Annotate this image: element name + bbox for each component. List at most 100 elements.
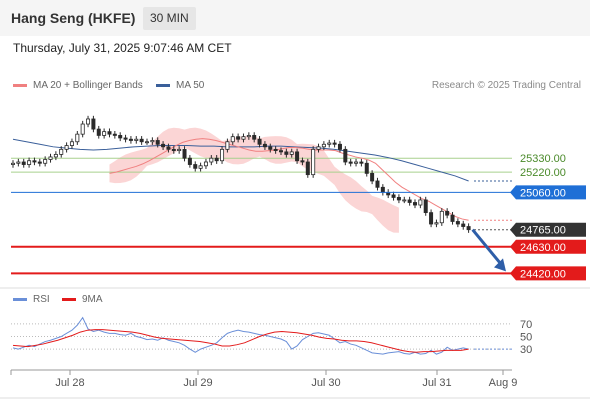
- candle-up: [209, 157, 214, 163]
- support-price-label: 24630.00: [520, 242, 566, 254]
- candle-down: [262, 143, 267, 148]
- ma50-legend-label: MA 50: [176, 80, 205, 91]
- candle-down: [193, 164, 198, 169]
- candle-up: [177, 148, 182, 152]
- candle-down: [380, 186, 385, 193]
- rsi-level-label: 70: [520, 319, 532, 331]
- candle-down: [370, 172, 375, 182]
- candle-down: [300, 160, 305, 163]
- ma50-swatch: [156, 84, 170, 87]
- candle-down: [155, 140, 160, 145]
- ma20-swatch: [13, 84, 27, 87]
- candle-up: [354, 161, 359, 164]
- candle-down: [461, 223, 466, 227]
- candle-down: [364, 162, 369, 174]
- candle-down: [118, 135, 123, 139]
- candle-up: [86, 118, 91, 125]
- candle-up: [48, 156, 53, 160]
- pivot-price-label: 25060.00: [520, 187, 566, 199]
- candle-up: [134, 138, 139, 141]
- x-axis-label: Jul 31: [422, 377, 451, 389]
- x-axis-label: Aug 9: [489, 377, 518, 389]
- x-axis-label: Jul 28: [55, 377, 84, 389]
- candle-down: [236, 136, 241, 140]
- candle-down: [107, 131, 112, 135]
- candle-down: [91, 118, 96, 130]
- forecast-arrow-shaft: [471, 228, 504, 267]
- candle-up: [311, 148, 316, 176]
- candle-up: [246, 135, 251, 138]
- candle-up: [327, 142, 332, 145]
- candle-down: [21, 161, 26, 165]
- rsi-legend-label: RSI: [33, 294, 50, 305]
- candle-up: [198, 165, 203, 169]
- candle-down: [375, 180, 380, 188]
- candle-down: [128, 138, 133, 141]
- candle-down: [407, 199, 412, 203]
- candle-down: [278, 150, 283, 153]
- x-axis-label: Jul 30: [311, 377, 340, 389]
- candle-down: [337, 143, 342, 150]
- candle-up: [80, 123, 85, 135]
- last-price-tag: [510, 222, 586, 237]
- candle-down: [252, 135, 257, 140]
- candle-up: [434, 222, 439, 225]
- candle-down: [412, 202, 417, 206]
- support-price-tag: [510, 266, 586, 281]
- candle-down: [257, 138, 262, 145]
- ma20-legend-label: MA 20 + Bollinger Bands: [33, 80, 143, 91]
- resistance-price-label: 25330.00: [520, 153, 566, 165]
- candle-up: [150, 140, 155, 143]
- candle-down: [166, 146, 171, 150]
- legend-rsi-ma: 9MA: [62, 294, 103, 305]
- candle-up: [102, 131, 107, 136]
- candle-up: [144, 141, 149, 144]
- legend-ma20: MA 20 + Bollinger Bands: [13, 80, 143, 91]
- bollinger-band: [109, 127, 399, 233]
- candle-down: [305, 161, 310, 176]
- candle-up: [321, 143, 326, 148]
- pivot-price-tag: [510, 185, 586, 200]
- candle-down: [32, 160, 37, 163]
- candle-down: [171, 148, 176, 152]
- candle-down: [214, 157, 219, 162]
- candle-up: [53, 154, 58, 158]
- credit-text: Research © 2025 Trading Central: [431, 80, 581, 91]
- candle-up: [289, 151, 294, 155]
- legend-ma50: MA 50: [156, 80, 204, 91]
- candle-down: [391, 194, 396, 198]
- candle-up: [10, 162, 15, 165]
- candle-down: [466, 226, 471, 231]
- rsi-level-label: 50: [520, 332, 532, 344]
- candle-up: [27, 160, 32, 165]
- last-price-label: 24765.00: [520, 225, 566, 237]
- candle-down: [348, 161, 353, 164]
- candle-down: [182, 148, 187, 159]
- candle-up: [59, 148, 64, 155]
- candle-up: [241, 136, 246, 140]
- candle-down: [187, 157, 192, 165]
- rsi-level-label: 30: [520, 344, 532, 356]
- x-axis-label: Jul 29: [183, 377, 212, 389]
- rsi-line: [12, 316, 469, 355]
- timeframe-button[interactable]: 30 MIN: [143, 7, 196, 30]
- candle-up: [316, 146, 321, 150]
- candle-up: [69, 141, 74, 146]
- rsi-ma-line: [12, 329, 469, 353]
- candle-down: [455, 221, 460, 225]
- candle-up: [75, 133, 80, 143]
- forecast-arrow-head: [494, 258, 506, 272]
- candle-up: [230, 136, 235, 143]
- candle-down: [273, 148, 278, 152]
- candle-down: [112, 133, 117, 136]
- candle-up: [402, 199, 407, 202]
- candle-down: [295, 151, 300, 162]
- candle-up: [64, 145, 69, 150]
- candle-down: [396, 197, 401, 201]
- candle-down: [268, 146, 273, 150]
- rsi-ma-legend-label: 9MA: [82, 294, 103, 305]
- candle-up: [43, 159, 48, 164]
- candle-down: [37, 161, 42, 164]
- ma50-line: [12, 138, 469, 182]
